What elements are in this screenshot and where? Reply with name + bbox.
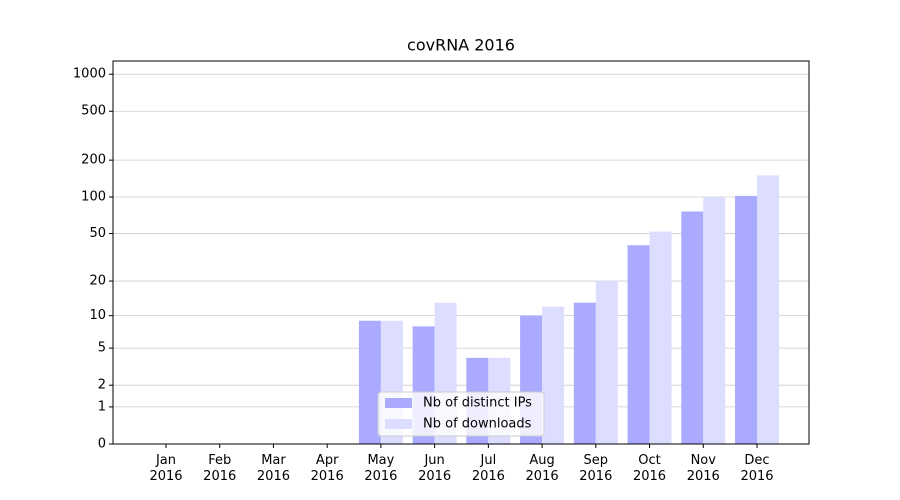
bar <box>358 320 381 444</box>
y-tick-label: 500 <box>81 104 106 119</box>
bar <box>595 281 618 444</box>
bar <box>542 306 565 444</box>
chart-title: covRNA 2016 <box>407 36 515 55</box>
x-tick-label: Jan 2016 <box>149 453 183 484</box>
y-tick-label: 1 <box>98 399 106 414</box>
y-tick-label: 50 <box>89 226 106 241</box>
bar <box>735 195 757 444</box>
x-tick-label: Nov 2016 <box>686 453 720 484</box>
bar <box>681 211 704 444</box>
x-tick-label: Feb 2016 <box>203 453 237 484</box>
legend-swatch <box>385 398 412 408</box>
y-tick-label: 5 <box>98 341 106 356</box>
x-tick-label: Dec 2016 <box>740 453 774 484</box>
x-tick-label: Jun 2016 <box>418 453 452 484</box>
bar <box>757 175 779 445</box>
legend-box <box>377 391 545 437</box>
x-tick-label: Oct 2016 <box>632 453 667 484</box>
legend: Nb of distinct IPs Nb of downloads <box>377 391 545 437</box>
y-tick-label: 100 <box>81 189 106 204</box>
plot-frame <box>112 60 810 445</box>
y-tick-label: 10 <box>89 308 106 323</box>
y-tick-label: 1000 <box>73 67 106 82</box>
legend-swatch <box>385 419 412 429</box>
y-tick-label: 20 <box>89 274 106 289</box>
grid <box>113 73 809 445</box>
y-tick-label: 0 <box>98 437 106 452</box>
x-tick-label: Sep 2016 <box>579 453 613 484</box>
legend-label: Nb of downloads <box>423 417 532 432</box>
y-tick-label: 200 <box>81 153 106 168</box>
x-tick-label: Jul 2016 <box>471 453 505 484</box>
x-tick-label: Mar 2016 <box>256 453 290 484</box>
y-tick-label: 2 <box>98 378 106 393</box>
bar <box>627 245 650 444</box>
bar <box>649 231 672 444</box>
x-tick-label: Aug 2016 <box>525 453 559 484</box>
bar <box>573 302 596 444</box>
x-tick-label: Apr 2016 <box>310 453 344 484</box>
bar <box>703 196 726 444</box>
legend-label: Nb of distinct IPs <box>423 396 532 411</box>
x-tick-label: May 2016 <box>364 453 398 484</box>
